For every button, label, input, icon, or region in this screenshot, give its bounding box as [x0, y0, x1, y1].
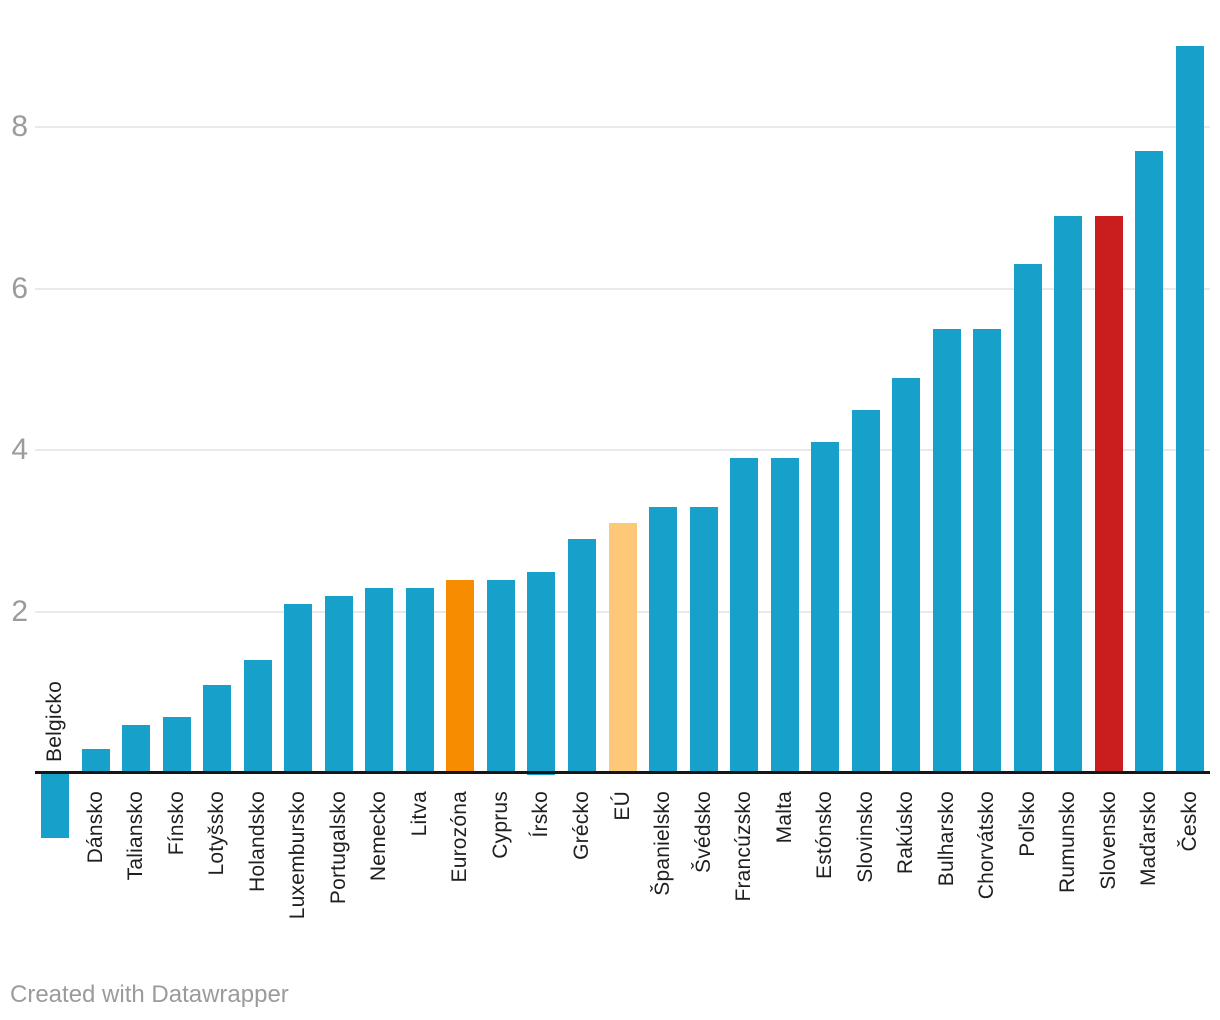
bar-cesko: [1175, 46, 1204, 775]
x-label-eu: EÚ: [610, 791, 634, 821]
x-label-portugalsko: Portugalsko: [326, 791, 350, 905]
bar-polsko: [1013, 264, 1042, 775]
x-label-lotyssko: Lotyšsko: [205, 791, 229, 876]
bar-bulharsko: [932, 329, 961, 775]
x-label-svedsko: Švédsko: [691, 791, 715, 873]
x-label-spanielsko: Španielsko: [651, 791, 675, 896]
x-label-irsko: Írsko: [529, 791, 553, 838]
bar-irsko: [527, 571, 556, 775]
bar-grecko: [567, 539, 596, 775]
x-label-litva: Litva: [407, 791, 431, 837]
y-tick-label-4: 4: [11, 433, 28, 467]
x-label-nemecko: Nemecko: [367, 791, 391, 882]
bar-nemecko: [365, 587, 394, 775]
x-label-dansko: Dánsko: [83, 791, 107, 864]
bar-francuzsko: [730, 458, 759, 775]
x-label-finsko: Fínsko: [164, 791, 188, 856]
bar-svedsko: [689, 506, 718, 775]
bar-portugalsko: [324, 595, 353, 775]
bar-malta: [770, 458, 799, 775]
footer: Created with Datawrapper: [10, 981, 289, 1009]
x-label-polsko: Poľsko: [1015, 791, 1039, 857]
x-label-eurozona: Eurozóna: [448, 791, 472, 883]
bar-holandsko: [243, 660, 272, 775]
y-tick-label-6: 6: [11, 271, 28, 305]
bar-litva: [405, 587, 434, 775]
gridline-6: [35, 287, 1210, 290]
x-axis-line: [35, 771, 1210, 774]
y-tick-label-8: 8: [11, 110, 28, 144]
bar-taliansko: [122, 725, 151, 775]
bar-eurozona: [446, 579, 475, 775]
x-label-estonsko: Estónsko: [813, 791, 837, 879]
x-label-holandsko: Holandsko: [245, 791, 269, 893]
gridline-4: [35, 449, 1210, 452]
datawrapper-credit-link[interactable]: Created with Datawrapper: [10, 981, 289, 1008]
x-label-chorvatsko: Chorvátsko: [975, 791, 999, 900]
x-label-francuzsko: Francúzsko: [732, 791, 756, 902]
bar-rakusko: [892, 377, 921, 775]
x-label-slovensko: Slovensko: [1096, 791, 1120, 890]
x-label-luxembursko: Luxembursko: [286, 791, 310, 920]
x-label-bulharsko: Bulharsko: [934, 791, 958, 887]
bar-belgicko: [41, 773, 70, 839]
x-label-malta: Malta: [772, 791, 796, 844]
bar-chorvatsko: [973, 329, 1002, 775]
bar-estonsko: [811, 442, 840, 775]
bar-finsko: [162, 716, 191, 775]
x-label-grecko: Grécko: [569, 791, 593, 860]
x-label-madarsko: Maďarsko: [1137, 791, 1161, 887]
x-label-cesko: Česko: [1177, 791, 1201, 852]
bar-cyprus: [486, 579, 515, 775]
x-label-rumunsko: Rumunsko: [1056, 791, 1080, 893]
x-label-cyprus: Cyprus: [488, 791, 512, 859]
bar-slovensko: [1094, 215, 1123, 775]
x-label-rakusko: Rakúsko: [894, 791, 918, 875]
y-tick-label-2: 2: [11, 594, 28, 628]
bar-luxembursko: [284, 603, 313, 775]
gridline-8: [35, 126, 1210, 129]
x-label-slovinsko: Slovinsko: [853, 791, 877, 883]
bar-spanielsko: [649, 506, 678, 775]
bar-dansko: [81, 749, 110, 775]
bar-eu: [608, 523, 637, 775]
x-label-belgicko: Belgicko: [43, 681, 67, 762]
bar-lotyssko: [203, 684, 232, 775]
bar-slovinsko: [851, 409, 880, 775]
bar-madarsko: [1135, 151, 1164, 775]
x-label-taliansko: Taliansko: [124, 791, 148, 881]
bar-rumunsko: [1054, 215, 1083, 775]
